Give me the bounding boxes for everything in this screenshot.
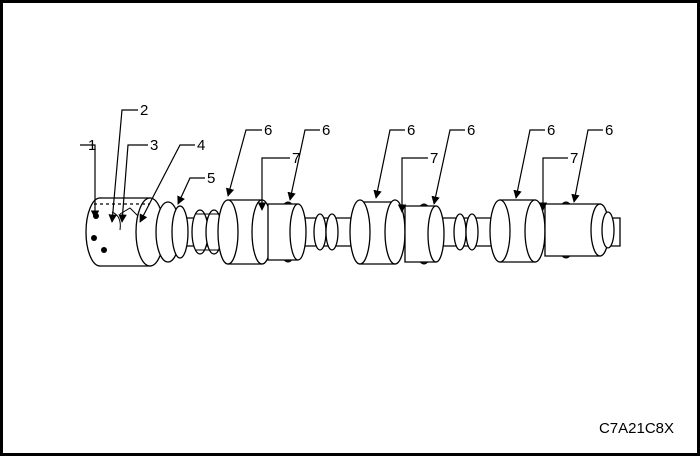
callout-6f: 6 — [605, 122, 613, 139]
leader-2 — [108, 109, 138, 223]
callout-7a: 7 — [292, 150, 300, 167]
callout-6c: 6 — [407, 122, 415, 139]
leader-7a — [257, 157, 290, 211]
callout-3: 3 — [150, 137, 158, 154]
leader-7b — [397, 157, 428, 213]
cam-lobe-pair-3 — [489, 199, 615, 263]
camshaft-journal-2 — [313, 213, 339, 251]
leader-1 — [80, 144, 100, 219]
cam-lobe-pair-2 — [349, 199, 445, 265]
camshaft-journal-3 — [453, 213, 479, 251]
leader-6b — [287, 129, 320, 201]
leader-6e — [513, 129, 545, 199]
leader-7c — [538, 157, 568, 211]
callout-7b: 7 — [430, 150, 438, 167]
callout-6b: 6 — [322, 122, 330, 139]
callout-labels: 1 2 3 4 5 6 6 7 6 6 7 6 6 7 — [88, 102, 613, 187]
leader-3 — [118, 144, 148, 223]
cam-lobe-pair-1 — [217, 199, 307, 265]
figure-code: C7A21C8X — [599, 420, 674, 437]
callout-2: 2 — [140, 102, 148, 119]
leader-4 — [139, 144, 195, 223]
leader-6c — [373, 129, 405, 199]
callout-5: 5 — [207, 170, 215, 187]
camshaft — [85, 197, 621, 267]
callout-1: 1 — [88, 137, 96, 154]
leader-6d — [431, 129, 465, 205]
callout-4: 4 — [197, 137, 205, 154]
leader-5 — [177, 177, 205, 205]
callout-7c: 7 — [570, 150, 578, 167]
leader-6f — [571, 129, 603, 203]
callout-6d: 6 — [467, 122, 475, 139]
camshaft-front-hub — [85, 197, 189, 267]
leader-lines — [80, 109, 603, 223]
callout-6e: 6 — [547, 122, 555, 139]
callout-6a: 6 — [264, 122, 272, 139]
leader-6a — [225, 129, 262, 197]
